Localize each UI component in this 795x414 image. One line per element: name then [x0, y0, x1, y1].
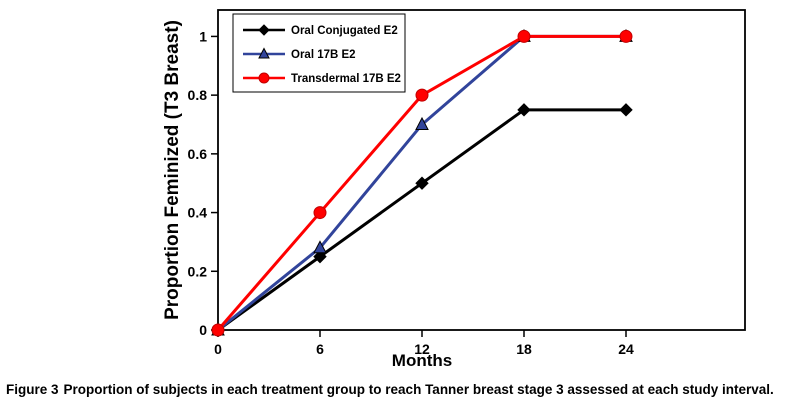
- circle-marker: [619, 29, 633, 43]
- x-axis-title: Months: [392, 351, 452, 370]
- x-tick-label: 6: [316, 341, 324, 357]
- triangle-marker: [415, 116, 429, 130]
- circle-marker: [517, 29, 531, 43]
- diamond-marker: [313, 249, 327, 264]
- circle-marker: [415, 88, 429, 102]
- y-tick-label: 0.4: [188, 205, 208, 221]
- circle-marker: [211, 323, 225, 337]
- y-tick-label: 0.6: [188, 146, 208, 162]
- diamond-marker: [415, 176, 429, 190]
- y-tick-label: 0: [199, 322, 207, 338]
- legend-label: Transdermal 17B E2: [291, 73, 401, 85]
- y-axis-title: Proportion Feminized (T3 Breast): [162, 20, 183, 320]
- x-tick-label: 0: [214, 341, 222, 357]
- diamond-marker: [619, 103, 633, 117]
- y-tick-label: 0.8: [188, 87, 208, 103]
- diamond-marker: [258, 24, 270, 36]
- line-chart: 0 0.2 0.4 0.6 0.8 1 0 6 12 18 24 Proportion Feminiz…: [162, 9, 746, 370]
- triangle-marker: [313, 240, 327, 254]
- figure-caption-text: Proportion of subjects in each treatment…: [63, 382, 774, 397]
- y-tick-label: 1: [199, 28, 207, 44]
- figure-caption-label: Figure 3: [6, 382, 59, 397]
- x-tick-label: 12: [414, 341, 430, 357]
- y-tick-label: 0.2: [188, 263, 208, 279]
- x-tick-label: 18: [516, 341, 532, 357]
- diamond-marker: [517, 103, 531, 117]
- x-tick-label: 24: [618, 341, 634, 357]
- triangle-marker: [258, 47, 270, 59]
- circle-marker: [313, 206, 327, 220]
- legend-label: Oral Conjugated E2: [291, 25, 398, 37]
- circle-marker: [258, 72, 270, 84]
- figure-caption: Figure 3 Proportion of subjects in each t…: [0, 377, 795, 397]
- legend-label: Oral 17B E2: [291, 49, 356, 61]
